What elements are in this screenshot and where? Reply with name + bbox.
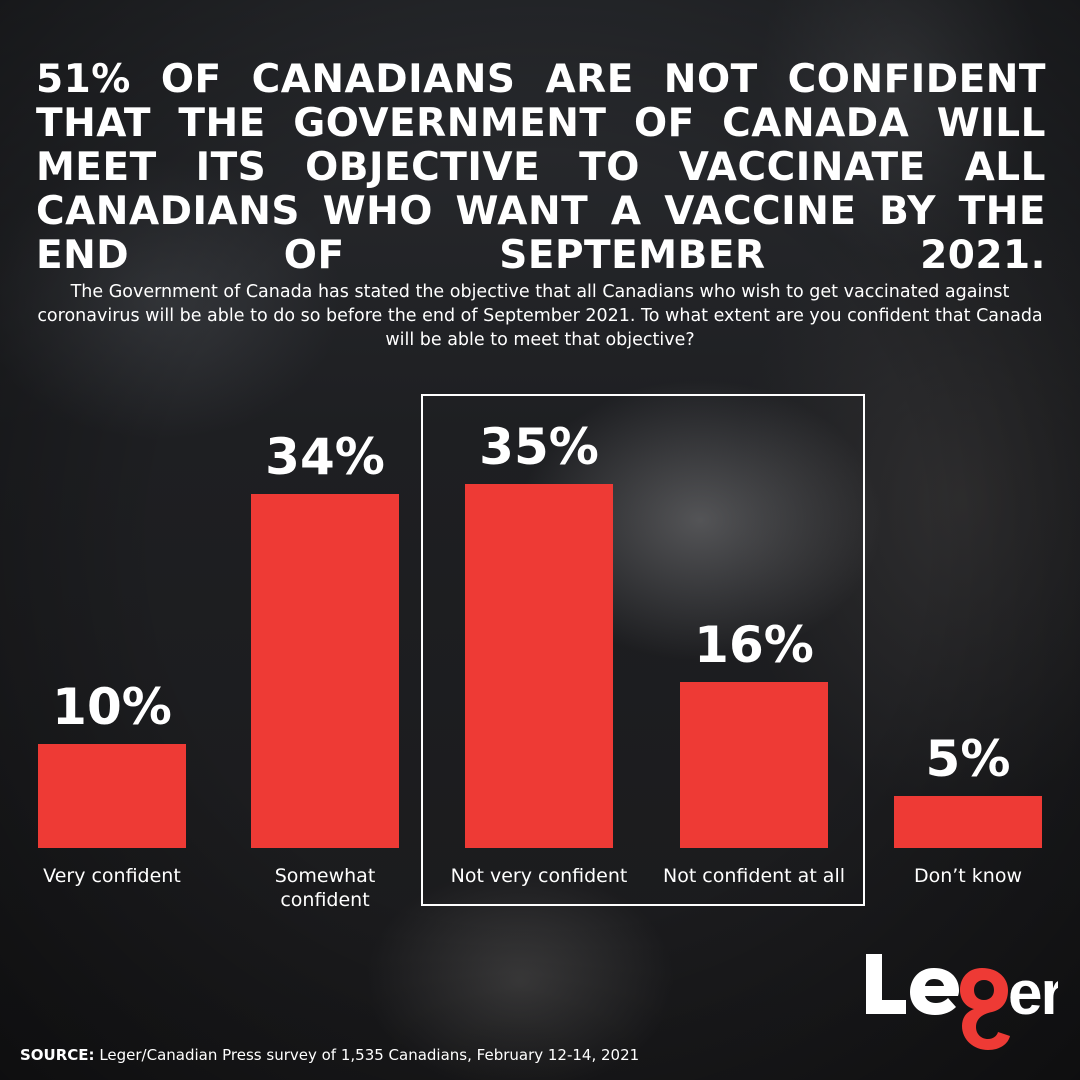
not-confident-highlight-box	[421, 394, 865, 906]
source-note: SOURCE: Leger/Canadian Press survey of 1…	[20, 1046, 639, 1064]
data-label-somewhat-confident: 34%	[265, 428, 385, 486]
source-label: SOURCE:	[20, 1046, 95, 1064]
leger-logo: er	[866, 954, 1058, 1050]
bar-very-confident	[38, 744, 186, 848]
category-label-somewhat-confident: Somewhat confident	[274, 865, 376, 911]
data-label-not-confident-at-all: 16%	[694, 616, 814, 674]
category-label-not-confident-at-all: Not confident at all	[662, 865, 846, 887]
logo-letter-l	[866, 954, 906, 1014]
data-label-don-t-know: 5%	[925, 730, 1011, 788]
data-label-very-confident: 10%	[52, 678, 172, 736]
logo-letter-e	[910, 968, 959, 1015]
category-label-very-confident: Very confident	[43, 865, 181, 887]
bar-somewhat-confident	[251, 494, 399, 848]
logo-letter-g	[960, 968, 1010, 1050]
logo-letter-er: er	[1008, 959, 1058, 1028]
survey-question: The Government of Canada has stated the …	[37, 282, 1043, 350]
bar-not-confident-at-all	[680, 682, 828, 848]
bar-not-very-confident	[465, 484, 613, 848]
category-label-don-t-know: Don’t know	[913, 865, 1023, 887]
category-label-not-very-confident: Not very confident	[450, 865, 628, 887]
headline: 51% of Canadians are not confident that …	[36, 57, 1046, 278]
source-text: Leger/Canadian Press survey of 1,535 Can…	[94, 1046, 640, 1064]
bar-don-t-know	[894, 796, 1042, 848]
data-label-not-very-confident: 35%	[479, 418, 599, 476]
